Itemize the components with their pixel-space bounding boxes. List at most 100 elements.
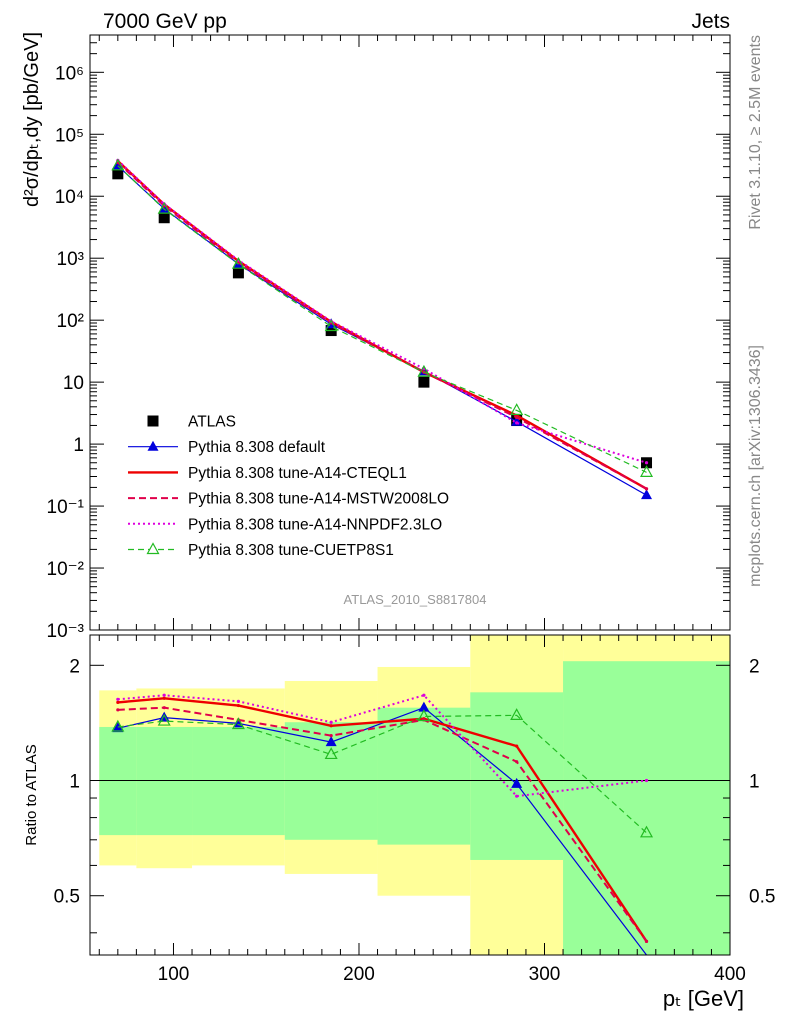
ratio-y-tick-label: 2	[69, 656, 80, 677]
ratio-series-0-point	[325, 736, 337, 747]
ratio-series-0-point	[418, 701, 430, 712]
ratio-series-2-point	[515, 760, 519, 764]
main-series-5-point	[324, 319, 338, 332]
ratio-series-4-point	[324, 747, 338, 760]
ratio-series-2-point	[644, 939, 649, 943]
band-inner-bin	[563, 661, 730, 955]
legend-entry-label: Pythia 8.308 tune-A14-NNPDF2.3LO	[188, 516, 442, 533]
band-inner-bin	[470, 692, 564, 860]
main-series-5-line	[117, 165, 647, 473]
x-tick-label: 100	[158, 964, 190, 985]
legend-marker	[147, 440, 159, 451]
band-inner-bin	[136, 726, 193, 836]
ratio-series-4-point	[640, 825, 654, 838]
ratio-series-3-point	[162, 693, 166, 697]
main-y-tick-label: 10³	[57, 249, 84, 270]
ratio-series-3-point	[236, 699, 241, 703]
atlas-data-point	[158, 212, 170, 224]
main-y-tick-label: 1	[73, 435, 84, 456]
x-tick-label: 400	[714, 964, 746, 985]
main-series-4-point	[644, 461, 649, 465]
band-inner-bin	[99, 726, 137, 836]
main-series-3-point	[644, 487, 649, 491]
ratio-series-2-point	[116, 708, 120, 712]
ratio-series-4-point	[231, 717, 245, 730]
atlas-data-point	[418, 376, 430, 388]
header-left-label: 7000 GeV pp	[103, 10, 227, 33]
atlas-data-point	[112, 168, 124, 180]
legend-entry-label: ATLAS	[188, 414, 236, 431]
ratio-series-3-point	[515, 794, 519, 798]
ratio-series-0-point	[511, 777, 523, 788]
main-series-5-point	[111, 158, 125, 171]
main-series-1-point	[158, 202, 170, 213]
ratio-y-tick-label-right: 1	[749, 772, 760, 793]
ratio-series-2-point	[329, 734, 333, 738]
legend: ATLAS Pythia 8.308 default Pythia 8.308 tu…	[128, 414, 449, 559]
ratio-series-2-point	[162, 706, 166, 710]
legend-marker-atlas	[147, 415, 159, 427]
ratio-series-3-point	[329, 720, 333, 724]
main-plot-frame	[89, 34, 731, 631]
ratio-series-1-point	[236, 703, 241, 708]
axis-ticks	[90, 34, 731, 955]
ratio-series-1-point	[515, 744, 519, 748]
ratio-series-1-point	[116, 700, 120, 704]
ratio-plot-frame	[89, 634, 731, 956]
main-series-group	[111, 158, 654, 500]
ratio-y-tick-label-right: 0.5	[749, 887, 775, 908]
main-y-tick-label: 10²	[57, 311, 84, 332]
x-axis-label: pₜ [GeV]	[663, 986, 744, 1011]
x-tick-label: 300	[529, 964, 561, 985]
ratio-series-4-point	[111, 719, 125, 732]
main-y-tick-label: 10⁻²	[47, 559, 85, 580]
ratio-uncertainty-bands	[99, 635, 730, 955]
main-y-tick-label: 10⁻³	[47, 621, 85, 642]
main-series-3-point	[515, 415, 519, 419]
main-series-5-point	[157, 201, 171, 214]
legend-entry-label: Pythia 8.308 tune-A14-MSTW2008LO	[188, 491, 449, 508]
main-y-axis-label: d²σ/dpₜ,dy [pb/GeV]	[21, 32, 43, 207]
ratio-y-tick-label-right: 2	[749, 656, 760, 677]
main-series-1-point	[511, 415, 523, 426]
x-tick-label: 200	[343, 964, 375, 985]
band-inner-bin	[192, 726, 285, 836]
legend-marker	[146, 542, 160, 555]
ratio-y-tick-label: 1	[69, 772, 80, 793]
atlas-data-point	[232, 267, 244, 279]
ratio-series-4-point	[157, 713, 171, 726]
ratio-y-axis-label: Ratio to ATLAS	[23, 744, 40, 845]
main-y-tick-label: 10⁻¹	[47, 497, 85, 518]
header-right-label: Jets	[691, 10, 730, 33]
main-series-5-point	[640, 465, 654, 477]
ratio-series-1-point	[162, 696, 166, 700]
ratio-series-3-point	[116, 697, 120, 701]
main-y-tick-label: 10⁴	[55, 187, 84, 208]
ratio-series-3-point	[422, 693, 426, 697]
mcplots-label: mcplots.cern.ch [arXiv:1306.3436]	[747, 345, 764, 587]
legend-entry-label: Pythia 8.308 tune-CUETP8S1	[188, 542, 394, 559]
main-y-tick-label: 10⁶	[55, 63, 84, 84]
main-series-4-point	[515, 421, 519, 425]
band-inner-bin	[377, 707, 471, 845]
rivet-version-label: Rivet 3.1.10, ≥ 2.5M events	[747, 35, 764, 230]
legend-entry-label: Pythia 8.308 tune-A14-CTEQL1	[188, 465, 407, 482]
main-series-1-point	[641, 489, 653, 500]
main-y-tick-label: 10⁵	[55, 125, 84, 146]
main-series-5-point	[510, 403, 524, 415]
ratio-series-1-point	[329, 724, 333, 728]
ratio-series-group	[111, 693, 654, 956]
legend-entry-label: Pythia 8.308 default	[188, 439, 326, 456]
main-y-tick-label: 10	[63, 373, 84, 394]
main-series-1-point	[112, 159, 124, 170]
ratio-series-4-point	[417, 709, 431, 722]
ratio-series-0-point	[112, 722, 124, 733]
ratio-y-tick-label: 0.5	[54, 887, 80, 908]
axis-tick-labels: 100 200 300 400 10⁻³ 10⁻² 10⁻¹ 1 10 10² 10³ 10⁴ 10⁵ 1…	[47, 63, 776, 985]
analysis-label: ATLAS_2010_S8817804	[344, 592, 487, 607]
main-series-5-point	[231, 256, 245, 269]
main-series-5-point	[417, 364, 431, 377]
ratio-series-4-line	[117, 714, 647, 834]
ratio-series-4-point	[510, 708, 524, 720]
